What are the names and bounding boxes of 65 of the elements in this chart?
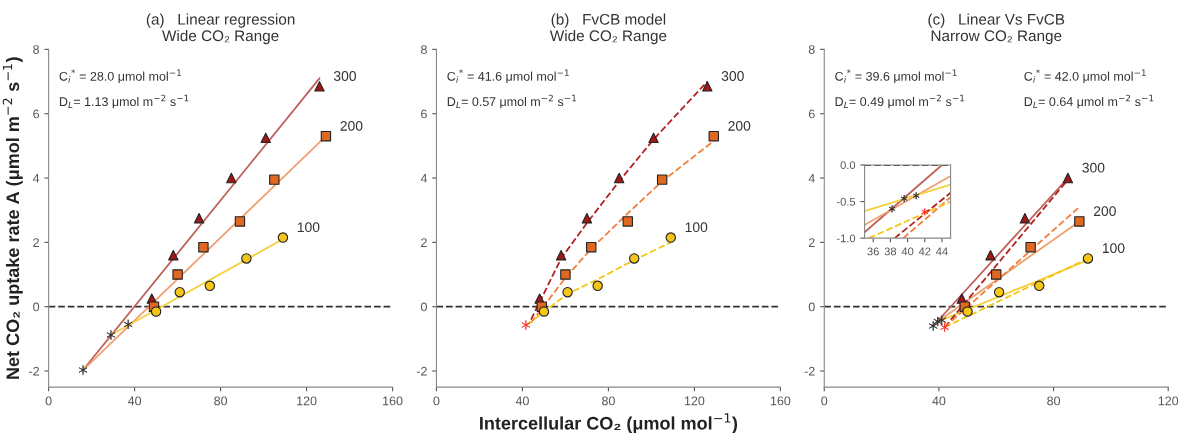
x-tick-label: 36 (867, 247, 879, 256)
x-tick-label: 0 (821, 396, 828, 406)
x-tick-label: 40 (127, 396, 142, 406)
annotation: C$_{i}$$^{*}$ = 39.6 μmol mol$^{−1}$ (835, 69, 957, 84)
chart-title: (b) FvCB model (551, 13, 666, 28)
y-tick-label: 6 (808, 109, 815, 119)
y-tick-label: -2 (29, 366, 39, 376)
x-tick-label: 160 (770, 396, 791, 406)
chart-subtitle: Wide CO₂ Range (549, 29, 667, 45)
x-tick-label: 44 (936, 247, 948, 256)
x-tick-label: 38 (884, 247, 897, 256)
y-tick-label: 6 (421, 109, 427, 119)
annotation: D$_{L}$= 0.49 μmol m$^{−2}$ s$^{−1}$ (835, 94, 965, 109)
x-tick-label: 120 (297, 396, 317, 406)
y-axis-title: Net CO₂ uptake rate A (μmol m$^{−2}$ s$^{−1}$) (2, 57, 23, 379)
x-tick-label: 80 (602, 396, 615, 406)
x-tick-label: 120 (1158, 396, 1179, 406)
chart-title: (c) Linear Vs FvCB (928, 13, 1065, 28)
y-tick-label: 2 (808, 238, 815, 247)
chart-subtitle: Narrow CO₂ Range (931, 30, 1062, 45)
y-tick-label: 0.0 (840, 161, 856, 170)
chart-subtitle: Wide CO₂ Range (162, 29, 279, 45)
y-tick-label: 4 (420, 173, 428, 183)
y-tick-label: 4 (808, 173, 815, 183)
y-tick-label: 0 (420, 302, 427, 312)
y-tick-label: 4 (32, 173, 40, 183)
annotation: D$_{L}$= 0.57 μmol m$^{−2}$ s$^{−1}$ (447, 94, 577, 109)
y-tick-label: 8 (808, 45, 815, 55)
chart-title: (a) Linear regression (146, 13, 295, 28)
series-label: 300 (333, 71, 356, 81)
series-label: 100 (297, 222, 320, 233)
series-label: 200 (340, 120, 363, 131)
y-tick-label: 8 (421, 45, 427, 55)
y-tick-label: -2 (804, 366, 815, 376)
x-tick-label: 80 (1047, 396, 1061, 406)
x-tick-label: 160 (383, 396, 403, 406)
series-label: 200 (1093, 206, 1116, 217)
series-label: 200 (728, 120, 751, 131)
annotation: C$_{i}$$^{*}$ = 42.0 μmol mol$^{−1}$ (1024, 69, 1146, 84)
annotation: D$_{L}$= 1.13 μmol m$^{−2}$ s$^{−1}$ (59, 94, 189, 109)
annotation: D$_{L}$= 0.64 μmol m$^{−2}$ s$^{−1}$ (1024, 94, 1154, 109)
y-tick-label: 0 (808, 302, 815, 312)
x-tick-label: 40 (515, 396, 529, 406)
x-tick-label: 40 (932, 396, 946, 406)
y-tick-label: 2 (421, 238, 427, 247)
x-tick-label: 0 (433, 396, 440, 406)
series-label: 100 (685, 222, 708, 233)
series-label: 300 (721, 71, 744, 81)
annotation: C$_{i}$$^{*}$ = 28.0 μmol mol$^{−1}$ (59, 69, 181, 84)
x-tick-label: 0 (45, 396, 52, 406)
series-label: 300 (1082, 162, 1105, 173)
x-tick-label: 40 (901, 247, 914, 256)
x-tick-label: 42 (918, 247, 931, 256)
y-tick-label: 2 (33, 238, 39, 247)
y-tick-label: 8 (33, 45, 40, 55)
x-tick-label: 80 (214, 396, 228, 406)
y-tick-label: 0 (33, 302, 40, 312)
y-tick-label: -2 (416, 366, 427, 376)
annotation: C$_{i}$$^{*}$ = 41.6 μmol mol$^{−1}$ (447, 69, 569, 84)
x-tick-label: 120 (684, 396, 705, 406)
y-tick-label: 6 (33, 109, 40, 119)
series-label: 100 (1102, 243, 1125, 254)
y-tick-label: -1.0 (836, 234, 856, 243)
y-tick-label: -0.5 (836, 197, 856, 206)
x-axis-title: Intercellular CO₂ (μmol mol$^{−1}$) (480, 413, 738, 433)
